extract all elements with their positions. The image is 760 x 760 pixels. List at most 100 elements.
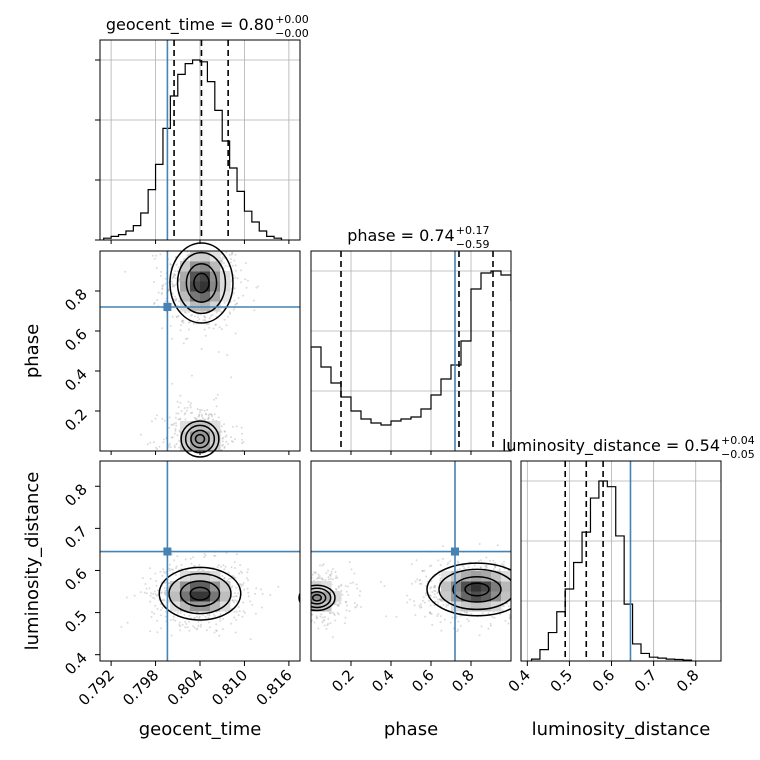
scatter-point <box>255 286 258 289</box>
scatter-point <box>223 262 225 265</box>
scatter-point <box>156 619 159 622</box>
density-cell <box>200 291 211 302</box>
density-cell <box>210 591 221 602</box>
scatter-point <box>149 441 152 444</box>
scatter-point <box>233 287 236 290</box>
scatter-point <box>191 411 194 414</box>
scatter-point <box>207 417 210 420</box>
scatter-point <box>467 620 470 623</box>
scatter-point <box>198 414 201 417</box>
scatter-point <box>321 621 324 624</box>
scatter-point <box>202 417 204 420</box>
scatter-point <box>507 622 510 625</box>
scatter-point <box>196 320 199 322</box>
x-axis-label: phase <box>384 719 438 740</box>
scatter-point <box>222 443 224 446</box>
y-axis-label: phase <box>22 324 43 378</box>
scatter-point <box>412 600 415 603</box>
scatter-point <box>179 629 182 632</box>
scatter-point <box>171 424 174 426</box>
scatter-point <box>433 596 435 599</box>
contour-1 <box>452 576 502 603</box>
scatter-point <box>437 601 440 603</box>
contour-1 <box>179 580 221 608</box>
scatter-point <box>437 559 440 562</box>
scatter-point <box>255 587 258 590</box>
scatter-point <box>334 571 337 574</box>
scatter-point <box>323 624 326 627</box>
scatter-point <box>154 572 157 575</box>
scatter-point <box>418 579 421 582</box>
scatter-point <box>156 631 159 634</box>
scatter-point <box>238 610 241 613</box>
scatter-point <box>164 590 167 592</box>
scatter-point <box>177 315 180 317</box>
scatter-point <box>186 626 189 629</box>
scatter-point <box>451 616 454 619</box>
scatter-point <box>185 337 187 340</box>
scatter-point <box>206 613 209 616</box>
density-cell <box>220 581 231 592</box>
scatter-point <box>171 382 174 385</box>
scatter-point <box>164 572 167 575</box>
scatter-point <box>443 618 446 621</box>
scatter-point <box>173 559 176 562</box>
scatter-point <box>244 278 247 281</box>
scatter-point <box>204 316 206 319</box>
scatter-point <box>171 285 174 288</box>
panel-border <box>99 39 301 241</box>
scatter-point <box>235 595 238 598</box>
scatter-point <box>240 426 243 429</box>
scatter-point <box>328 612 331 614</box>
histogram-luminosity_distance-bg <box>521 461 721 661</box>
scatter-point <box>180 410 183 413</box>
scatter-point <box>236 277 239 280</box>
scatter-point <box>215 323 217 326</box>
scatter-point <box>210 414 213 416</box>
density-cell <box>501 591 512 602</box>
scatter-point <box>419 606 422 609</box>
truth-marker <box>163 303 172 311</box>
scatter-point <box>314 571 317 574</box>
scatter-point <box>152 592 155 595</box>
scatter-point <box>151 611 153 614</box>
scatter-point <box>175 443 178 445</box>
scatter-point <box>120 625 123 628</box>
scatter-point <box>413 604 416 607</box>
scatter-point <box>430 580 433 583</box>
scatter-point <box>463 567 466 570</box>
scatter-point <box>237 606 240 608</box>
scatter-point <box>174 429 177 432</box>
scatter-point <box>159 614 162 617</box>
scatter-point <box>479 566 482 569</box>
density-cell <box>180 421 191 432</box>
scatter-point <box>199 625 202 628</box>
scatter-point <box>447 561 450 564</box>
scatter-point <box>313 621 316 624</box>
scatter-point <box>221 628 224 631</box>
scatter-point <box>439 621 442 624</box>
scatter-point <box>230 253 233 256</box>
scatter-point <box>319 615 322 618</box>
scatter-point <box>321 564 324 567</box>
title-main-luminosity_distance: luminosity_distance = 0.54 <box>502 436 720 456</box>
scatter-point <box>234 567 236 569</box>
scatter-point <box>186 254 189 257</box>
scatter-point <box>182 321 185 324</box>
density-luminosity_distance-vs-geocent_time <box>96 460 301 665</box>
scatter-point <box>236 600 239 603</box>
scatter-point <box>170 280 173 283</box>
scatter-point <box>335 575 338 578</box>
scatter-point <box>436 615 439 617</box>
scatter-point <box>336 576 339 579</box>
density-cell <box>200 251 211 262</box>
scatter-point <box>233 259 236 262</box>
scatter-point <box>225 551 228 554</box>
density-cell <box>311 601 322 612</box>
scatter-point <box>232 308 235 311</box>
scatter-point <box>227 265 230 268</box>
scatter-point <box>170 436 173 439</box>
scatter-point <box>175 424 178 427</box>
title-minus-luminosity_distance: −0.05 <box>721 448 755 461</box>
scatter-point <box>348 610 351 613</box>
